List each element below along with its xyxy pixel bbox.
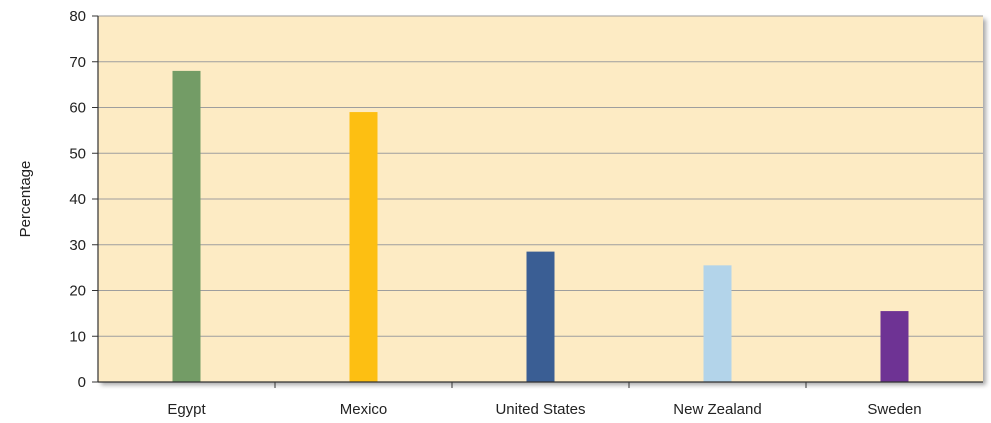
y-tick-label: 0 xyxy=(78,374,86,391)
axes xyxy=(92,15,983,388)
y-tick-label: 80 xyxy=(69,8,86,25)
bar-egypt xyxy=(172,70,201,383)
y-tick-label: 10 xyxy=(69,328,86,345)
x-tick-label: United States xyxy=(495,401,585,418)
y-axis-title: Percentage xyxy=(17,161,34,238)
x-tick-label: Mexico xyxy=(340,401,388,418)
y-tick-label: 60 xyxy=(69,100,86,117)
bar-sweden xyxy=(880,311,909,382)
y-tick-label: 30 xyxy=(69,237,86,254)
y-tick-labels: 0 10 20 30 40 50 60 70 80 xyxy=(69,8,86,391)
y-tick-label: 40 xyxy=(69,191,86,208)
x-tick-label: New Zealand xyxy=(673,401,761,418)
y-tick-label: 50 xyxy=(69,145,86,162)
y-tick-label: 20 xyxy=(69,283,86,300)
bar-new-zealand xyxy=(703,265,732,382)
y-tick-label: 70 xyxy=(69,54,86,71)
x-tick-label: Sweden xyxy=(867,401,921,418)
x-tick-label: Egypt xyxy=(167,401,206,418)
bars xyxy=(172,70,909,383)
x-tick-labels: Egypt Mexico United States New Zealand Swede… xyxy=(167,401,921,418)
bar-united-states xyxy=(526,251,555,382)
bar-mexico xyxy=(349,112,378,382)
